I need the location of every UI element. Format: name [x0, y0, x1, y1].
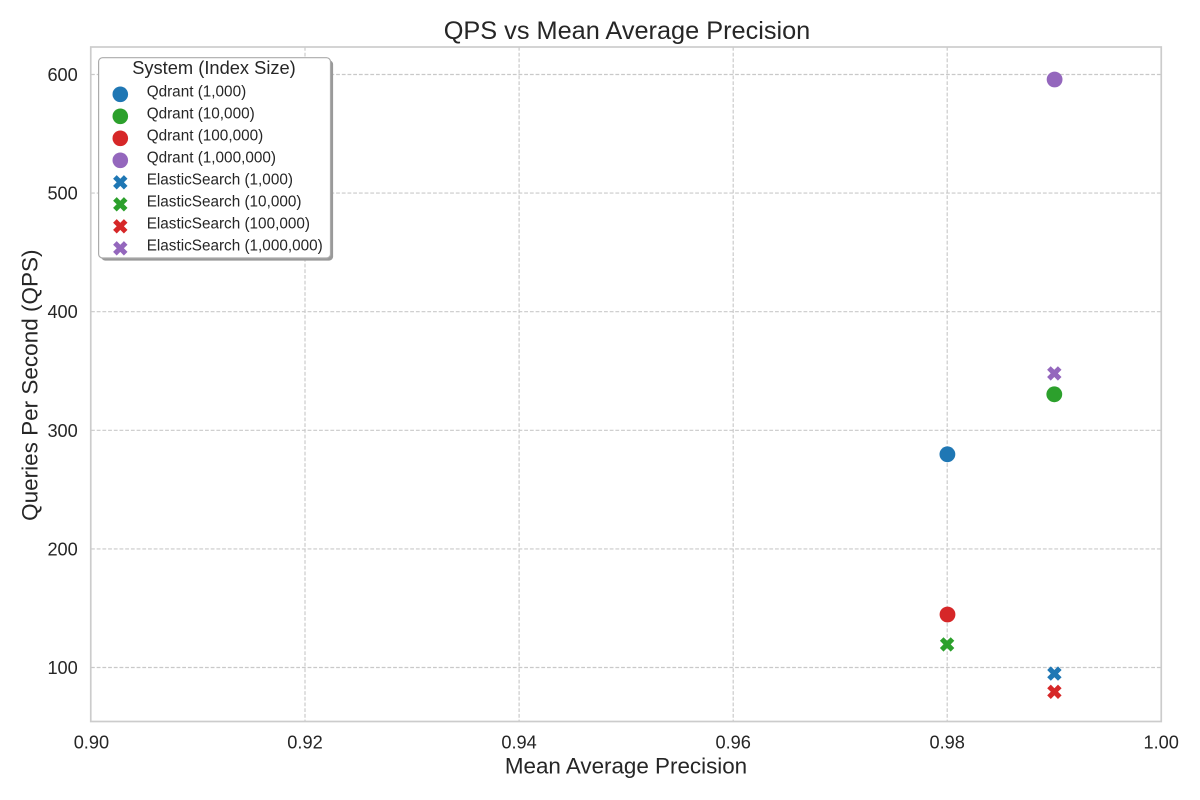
svg-text:500: 500	[47, 184, 77, 204]
svg-text:ElasticSearch (1,000,000): ElasticSearch (1,000,000)	[147, 238, 323, 255]
svg-text:ElasticSearch (10,000): ElasticSearch (10,000)	[147, 194, 302, 211]
svg-text:ElasticSearch (1,000): ElasticSearch (1,000)	[147, 172, 293, 189]
svg-text:600: 600	[47, 65, 77, 85]
svg-text:System (Index Size): System (Index Size)	[132, 57, 296, 78]
svg-text:300: 300	[47, 421, 77, 441]
svg-text:1.00: 1.00	[1143, 732, 1178, 752]
svg-text:200: 200	[47, 539, 77, 559]
svg-text:100: 100	[47, 658, 77, 678]
svg-text:0.96: 0.96	[715, 732, 750, 752]
svg-text:Queries Per Second (QPS): Queries Per Second (QPS)	[18, 250, 43, 521]
svg-text:QPS vs Mean Average Precision: QPS vs Mean Average Precision	[444, 17, 811, 45]
svg-text:0.92: 0.92	[287, 732, 322, 752]
svg-text:400: 400	[47, 302, 77, 322]
svg-text:ElasticSearch (100,000): ElasticSearch (100,000)	[147, 216, 310, 233]
svg-text:Mean Average Precision: Mean Average Precision	[505, 753, 747, 778]
svg-text:Qdrant (1,000): Qdrant (1,000)	[147, 84, 246, 101]
svg-text:0.90: 0.90	[74, 732, 109, 752]
svg-text:Qdrant (10,000): Qdrant (10,000)	[147, 106, 255, 123]
svg-text:0.94: 0.94	[501, 732, 536, 752]
svg-text:Qdrant (100,000): Qdrant (100,000)	[147, 128, 264, 145]
svg-text:Qdrant (1,000,000): Qdrant (1,000,000)	[147, 150, 276, 167]
svg-text:0.98: 0.98	[929, 732, 964, 752]
